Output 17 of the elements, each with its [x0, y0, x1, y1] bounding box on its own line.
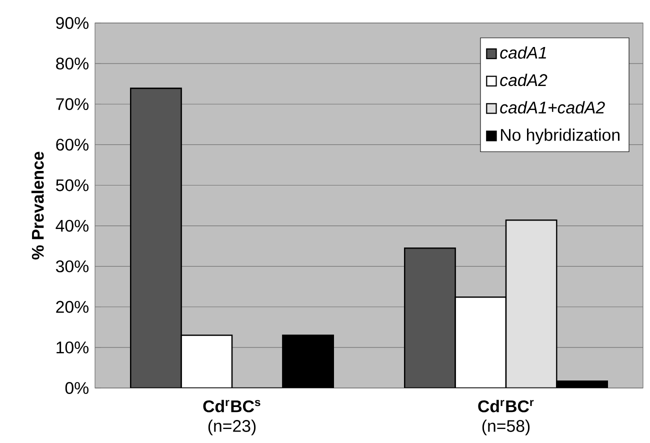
y-axis-title: % Prevalence	[31, 152, 44, 260]
category-label: Cd$^{r}$BC$^{s}$ (n=23)	[203, 400, 260, 436]
y-tick-label: 40%	[56, 220, 88, 232]
legend-label: cadA2	[500, 74, 548, 86]
y-tick-label: 70%	[56, 98, 88, 110]
y-tick-label: 30%	[56, 260, 88, 272]
category-label: Cd$^{r}$BC$^{r}$ (n=58)	[478, 400, 534, 436]
legend-label: No hybridization	[501, 128, 620, 144]
y-tick-label: 20%	[56, 300, 88, 313]
legend-label: cadA1+cadA2	[500, 101, 605, 114]
y-tick-label: 10%	[56, 341, 88, 354]
y-tick-label: 60%	[56, 138, 88, 151]
legend-label: cadA1	[500, 46, 546, 59]
y-tick-label: 90%	[56, 17, 88, 29]
y-tick-label: 50%	[56, 179, 88, 192]
y-tick-label: 0%	[65, 382, 88, 394]
y-tick-label: 80%	[56, 58, 88, 70]
